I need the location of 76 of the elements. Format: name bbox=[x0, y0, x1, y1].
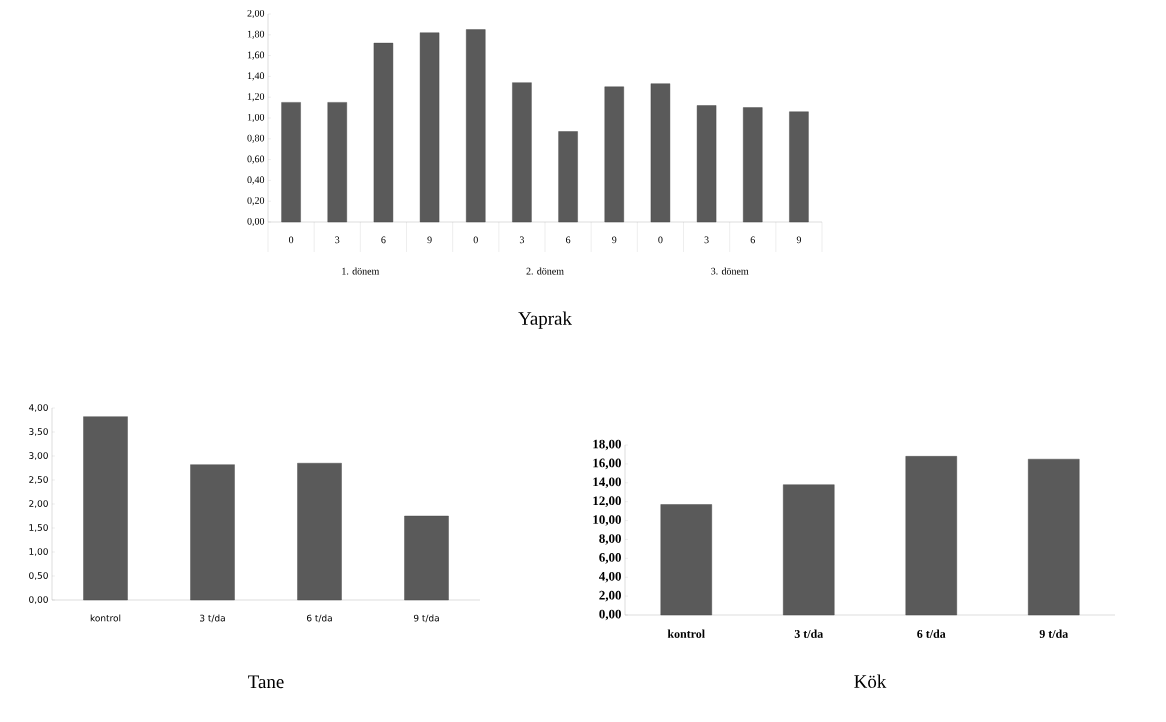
x-tick-label: 6 t/da bbox=[306, 614, 332, 623]
x-tick-label: 0 bbox=[658, 236, 663, 244]
bar bbox=[558, 131, 578, 223]
y-tick-label: 2,50 bbox=[29, 476, 48, 484]
text: Kök bbox=[854, 674, 887, 688]
y-tick-label: 18,00 bbox=[593, 439, 621, 451]
y-tick-label: 0,40 bbox=[247, 176, 265, 185]
y-tick-label: 8,00 bbox=[599, 534, 621, 545]
bar bbox=[783, 484, 835, 616]
y-tick-label: 16,00 bbox=[593, 458, 621, 470]
y-tick-label: 2,00 bbox=[29, 500, 48, 508]
y-tick-label: 0,50 bbox=[29, 572, 48, 580]
x-tick-label: kontrol bbox=[90, 614, 121, 622]
bar bbox=[696, 105, 717, 223]
y-tick-label: 1,60 bbox=[247, 51, 265, 60]
bar bbox=[512, 82, 532, 223]
text: 2. dönem bbox=[526, 267, 564, 275]
y-tick-label: 3,50 bbox=[29, 428, 48, 436]
text: Tane bbox=[248, 675, 284, 689]
bar bbox=[297, 463, 342, 601]
text: Yaprak bbox=[518, 311, 572, 329]
bar bbox=[604, 86, 624, 223]
x-tick-label: 3 bbox=[704, 236, 709, 244]
y-tick-label: 6,00 bbox=[599, 553, 621, 564]
bar bbox=[1028, 458, 1080, 616]
x-tick-label: 3 bbox=[519, 236, 525, 244]
bar bbox=[327, 102, 347, 223]
bar bbox=[660, 504, 712, 616]
y-tick-label: 0,80 bbox=[247, 134, 265, 143]
x-tick-label: 9 bbox=[796, 236, 802, 244]
y-tick-label: 3,00 bbox=[29, 452, 48, 460]
x-tick-label: 0 bbox=[473, 236, 478, 244]
x-tick-label: 9 t/da bbox=[1039, 629, 1069, 638]
y-tick-label: 0,00 bbox=[247, 217, 265, 227]
bar bbox=[373, 42, 394, 223]
bar bbox=[650, 83, 671, 223]
x-tick-label: 6 bbox=[750, 236, 755, 244]
y-tick-label: 0,00 bbox=[599, 609, 621, 621]
y-tick-label: 1,20 bbox=[247, 93, 265, 102]
bar bbox=[789, 111, 809, 223]
y-tick-label: 14,00 bbox=[593, 477, 621, 489]
y-tick-label: 12,00 bbox=[593, 496, 621, 507]
bar bbox=[404, 515, 449, 601]
bar bbox=[83, 416, 128, 601]
y-tick-label: 4,00 bbox=[598, 571, 621, 583]
y-tick-label: 0,00 bbox=[29, 596, 48, 604]
text: 3. dönem bbox=[711, 267, 749, 275]
x-tick-label: 9 bbox=[427, 236, 432, 244]
y-tick-label: 2,00 bbox=[247, 9, 265, 19]
x-tick-label: 9 t/da bbox=[413, 614, 439, 623]
y-tick-label: 1,00 bbox=[247, 113, 265, 123]
x-tick-label: 3 t/da bbox=[794, 629, 824, 638]
x-tick-label: 6 bbox=[381, 236, 386, 244]
x-tick-label: 6 bbox=[566, 236, 571, 244]
bar bbox=[281, 102, 301, 223]
y-tick-label: 1,40 bbox=[247, 72, 265, 81]
y-tick-label: 0,20 bbox=[247, 197, 265, 206]
bar bbox=[419, 32, 440, 223]
x-tick-label: kontrol bbox=[667, 629, 705, 638]
bar bbox=[466, 29, 486, 223]
y-tick-label: 2,00 bbox=[599, 590, 621, 602]
y-tick-label: 0,60 bbox=[247, 155, 265, 164]
x-tick-label: 0 bbox=[288, 236, 294, 244]
y-tick-label: 4,00 bbox=[28, 404, 48, 412]
bar bbox=[905, 456, 957, 616]
y-tick-label: 1,00 bbox=[29, 548, 48, 556]
x-tick-label: 3 bbox=[335, 236, 340, 244]
y-tick-label: 10,00 bbox=[593, 515, 621, 526]
x-tick-label: 9 bbox=[612, 236, 617, 244]
bar bbox=[743, 107, 763, 223]
x-tick-label: 6 t/da bbox=[917, 629, 946, 638]
y-tick-label: 1,80 bbox=[247, 30, 265, 39]
bar bbox=[190, 464, 235, 601]
text: 1. dönem bbox=[342, 267, 380, 275]
y-tick-label: 1,50 bbox=[29, 524, 48, 532]
x-tick-label: 3 t/da bbox=[200, 614, 225, 623]
